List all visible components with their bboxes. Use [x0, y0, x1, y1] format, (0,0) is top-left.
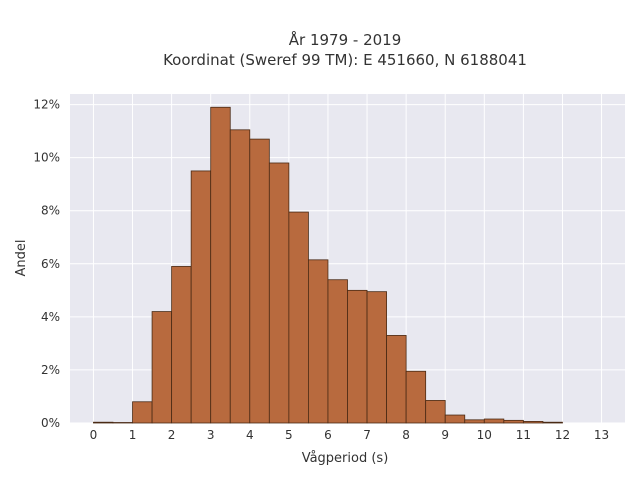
- histogram-bar: [542, 421, 563, 424]
- histogram-bar: [366, 291, 387, 424]
- x-tick-label: 3: [207, 428, 215, 442]
- histogram-bar: [308, 259, 329, 424]
- y-tick-label: 10%: [33, 151, 60, 165]
- chart-title-line-1: År 1979 - 2019: [289, 30, 402, 49]
- x-axis-ticks: 0 1 2 3 4 5 6 7 8 9 10 11 12 13: [90, 428, 610, 442]
- histogram-bar: [444, 414, 466, 424]
- x-tick-label: 1: [129, 428, 137, 442]
- x-axis-label: Vågperiod (s): [302, 451, 389, 466]
- histogram-bar: [425, 400, 446, 424]
- x-tick-label: 2: [168, 428, 176, 442]
- x-tick-label: 9: [441, 428, 449, 442]
- y-axis-ticks: 0% 2% 4% 6% 8% 10% 12%: [33, 98, 60, 430]
- histogram-bar: [229, 129, 251, 424]
- x-tick-label: 10: [477, 428, 492, 442]
- histogram-bar: [190, 170, 212, 424]
- x-tick-label: 4: [246, 428, 254, 442]
- x-tick-label: 7: [363, 428, 371, 442]
- y-axis-label: Andel: [14, 240, 29, 277]
- histogram-bar: [483, 418, 505, 424]
- histogram-bar: [386, 335, 407, 424]
- histogram-bar: [171, 266, 192, 424]
- histogram-bar: [503, 419, 524, 424]
- histogram-bar: [132, 401, 153, 424]
- histogram-bar: [347, 289, 368, 424]
- histogram-bar: [210, 106, 231, 424]
- histogram-bar: [151, 311, 173, 424]
- x-tick-label: 12: [555, 428, 570, 442]
- histogram-bar: [327, 279, 348, 424]
- histogram-bar: [249, 138, 270, 424]
- histogram-bar: [93, 421, 114, 424]
- y-tick-label: 8%: [41, 204, 60, 218]
- x-tick-label: 11: [516, 428, 531, 442]
- histogram-bars: [93, 106, 563, 424]
- histogram-bar: [268, 162, 290, 424]
- x-tick-label: 8: [402, 428, 410, 442]
- y-tick-label: 4%: [41, 310, 60, 324]
- y-tick-label: 2%: [41, 363, 60, 377]
- x-tick-label: 5: [285, 428, 293, 442]
- histogram-bar: [464, 419, 485, 424]
- y-tick-label: 12%: [33, 98, 60, 112]
- x-tick-label: 13: [594, 428, 609, 442]
- x-tick-label: 6: [324, 428, 332, 442]
- y-tick-label: 6%: [41, 257, 60, 271]
- histogram-bar: [288, 211, 309, 424]
- chart-title-line-2: Koordinat (Sweref 99 TM): E 451660, N 61…: [163, 51, 527, 69]
- histogram-bar: [112, 422, 133, 424]
- y-tick-label: 0%: [41, 416, 60, 430]
- histogram-bar: [522, 421, 544, 424]
- x-tick-label: 0: [90, 428, 98, 442]
- histogram-bar: [405, 370, 427, 424]
